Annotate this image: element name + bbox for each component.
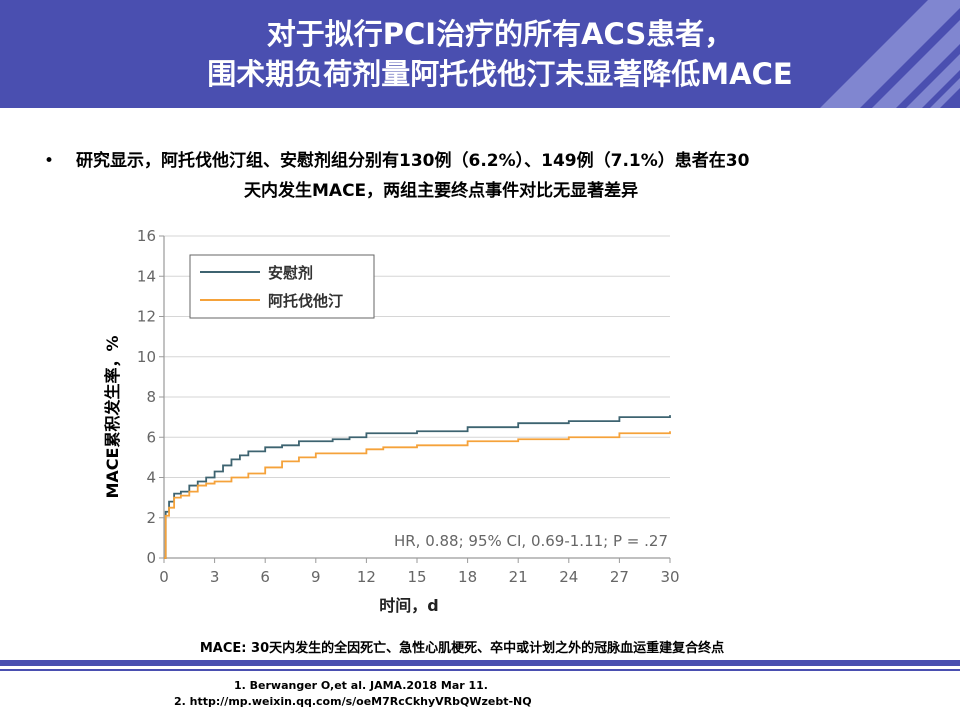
x-axis-label: 时间，d bbox=[379, 596, 438, 615]
x-tick-label: 15 bbox=[407, 568, 426, 586]
legend-label-2: 阿托伐他汀 bbox=[268, 292, 343, 310]
series-line-2 bbox=[164, 431, 671, 559]
x-tick-label: 0 bbox=[159, 568, 169, 586]
y-tick-label: 2 bbox=[146, 509, 156, 527]
x-tick-label: 21 bbox=[509, 568, 528, 586]
x-tick-label: 24 bbox=[559, 568, 578, 586]
y-axis-label: MACE累积发生率，% bbox=[103, 335, 122, 498]
x-tick-label: 30 bbox=[660, 568, 679, 586]
banner-decoration bbox=[820, 0, 960, 108]
reference-2: 2. http://mp.weixin.qq.com/s/oeM7RcCkhyV… bbox=[174, 695, 532, 708]
legend-box bbox=[189, 254, 375, 319]
bullet-dot-icon: • bbox=[44, 151, 55, 171]
y-tick-label: 6 bbox=[146, 428, 156, 446]
bullet-line-2: 天内发生MACE，两组主要终点事件对比无显著差异 bbox=[244, 181, 639, 201]
y-tick-label: 8 bbox=[146, 388, 156, 406]
x-tick-label: 12 bbox=[357, 568, 376, 586]
references: 1. Berwanger O,et al. JAMA.2018 Mar 11. … bbox=[174, 678, 532, 710]
x-tick-label: 18 bbox=[458, 568, 477, 586]
y-tick-label: 10 bbox=[137, 348, 156, 366]
hr-annotation: HR, 0.88; 95% CI, 0.69-1.11; P = .27 bbox=[394, 532, 668, 550]
y-tick-label: 16 bbox=[137, 227, 156, 245]
y-tick-label: 14 bbox=[137, 267, 156, 285]
x-tick-label: 6 bbox=[260, 568, 270, 586]
page-title: 对于拟行PCI治疗的所有ACS患者， 围术期负荷剂量阿托伐他汀未显著降低MACE bbox=[0, 14, 960, 94]
x-tick-label: 27 bbox=[610, 568, 629, 586]
legend-label-1: 安慰剂 bbox=[268, 264, 313, 282]
bullet-line-1: 研究显示，阿托伐他汀组、安慰剂组分别有130例（6.2%）、149例（7.1%）… bbox=[76, 151, 750, 171]
y-tick-label: 12 bbox=[137, 308, 156, 326]
x-tick-label: 9 bbox=[311, 568, 321, 586]
title-line-1: 对于拟行PCI治疗的所有ACS患者， bbox=[266, 17, 734, 51]
y-tick-label: 0 bbox=[146, 549, 156, 567]
x-tick-label: 3 bbox=[210, 568, 220, 586]
mace-definition: MACE: 30天内发生的全因死亡、急性心肌梗死、卒中或计划之外的冠脉血运重建复… bbox=[199, 641, 725, 656]
y-tick-label: 4 bbox=[146, 469, 156, 487]
footer-line bbox=[0, 669, 960, 671]
title-line-2: 围术期负荷剂量阿托伐他汀未显著降低MACE bbox=[207, 57, 793, 91]
reference-1: 1. Berwanger O,et al. JAMA.2018 Mar 11. bbox=[234, 679, 488, 692]
series-line-1 bbox=[164, 415, 671, 559]
footer-band bbox=[0, 660, 960, 666]
title-banner: 对于拟行PCI治疗的所有ACS患者， 围术期负荷剂量阿托伐他汀未显著降低MACE bbox=[0, 0, 960, 108]
